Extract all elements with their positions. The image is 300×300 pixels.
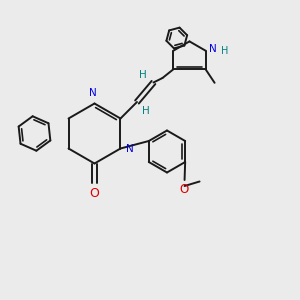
Text: O: O [90,187,99,200]
Text: N: N [209,44,217,54]
Text: H: H [221,46,229,56]
Text: N: N [89,88,97,98]
Text: H: H [142,106,150,116]
Text: O: O [180,183,189,196]
Text: H: H [139,70,147,80]
Text: N: N [126,143,134,154]
